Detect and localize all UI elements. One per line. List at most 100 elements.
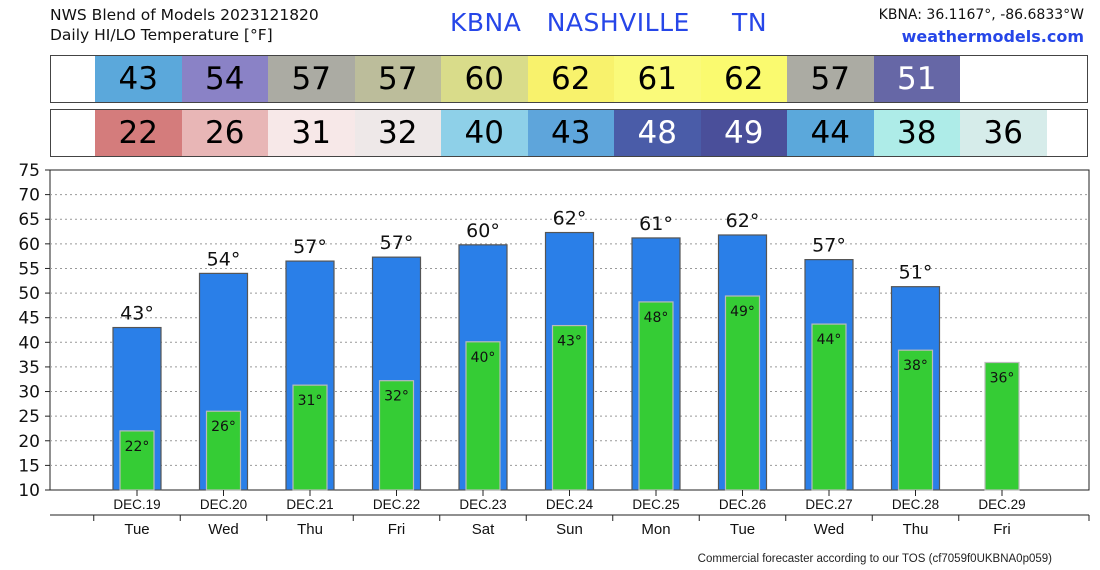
y-tick-label: 20 [18,432,40,452]
low-strip-cell: 36 [960,110,1047,156]
high-strip-cell: 57 [268,56,355,102]
x-date-label: DEC.22 [373,497,420,512]
low-label: 31° [298,393,323,409]
low-label: 38° [903,358,928,374]
y-tick-label: 75 [18,161,40,181]
high-label: 51° [899,262,933,284]
site-link[interactable]: weathermodels.com [901,27,1084,46]
low-bar [551,324,588,491]
x-weekday-label: Mon [641,521,670,538]
x-date-label: DEC.28 [892,497,939,512]
high-label: 54° [207,248,241,270]
station-coords: KBNA: 36.1167°, -86.6833°W [878,7,1084,23]
low-bar [811,323,847,491]
y-tick-label: 35 [18,358,40,378]
high-strip-cell: 62 [527,56,614,102]
low-strip-cell: 26 [181,110,268,156]
y-tick-label: 10 [18,481,40,501]
low-bar [292,384,328,491]
product-title: NWS Blend of Models 2023121820 [50,6,319,24]
low-label: 43° [557,334,582,350]
low-strip-cell: 49 [700,110,787,156]
low-label: 44° [817,332,842,348]
high-label: 57° [380,232,414,254]
x-date-label: DEC.29 [978,497,1025,512]
x-weekday-label: Fri [388,521,406,538]
low-temp-strip: 22 26 31 32 40 43 48 49 44 38 36 [50,109,1088,157]
high-label: 62° [553,208,587,230]
y-tick-label: 60 [18,235,40,255]
x-weekday-label: Tue [730,521,755,538]
x-date-label: DEC.20 [200,497,247,512]
x-date-label: DEC.19 [113,497,160,512]
x-date-label: DEC.21 [286,497,333,512]
high-temp-strip: 43 54 57 57 60 62 61 62 57 51 [50,55,1088,103]
y-tick-label: 55 [18,259,40,279]
y-tick-label: 25 [18,407,40,427]
x-weekday-label: Thu [297,521,323,538]
low-strip-cell: 38 [873,110,960,156]
station-code: KBNA [450,8,522,37]
x-weekday-label: Thu [903,521,929,538]
station-heading: KBNA NASHVILLE TN [450,8,767,37]
high-label: 61° [639,213,673,235]
station-state: TN [732,8,768,37]
y-tick-label: 50 [18,284,40,304]
low-strip-cell: 44 [787,110,874,156]
x-weekday-label: Sun [556,521,583,538]
x-weekday-label: Wed [814,521,845,538]
low-bar [378,380,415,491]
x-weekday-label: Sat [472,521,495,538]
low-bar [984,361,1020,491]
x-date-label: DEC.27 [805,497,852,512]
high-strip-cell: 61 [614,56,701,102]
high-strip-cell: 43 [95,56,182,102]
low-strip-cell: 40 [441,110,528,156]
low-label: 22° [125,439,150,455]
x-date-label: DEC.24 [546,497,594,512]
high-label: 57° [293,236,327,258]
footer-note: Commercial forecaster according to our T… [697,553,1052,565]
x-weekday-label: Wed [208,521,239,538]
low-strip-cell: 32 [354,110,441,156]
low-bar [119,430,155,491]
high-label: 57° [812,235,846,257]
x-date-label: DEC.23 [459,497,506,512]
high-label: 60° [466,220,500,242]
low-label: 40° [471,350,496,366]
x-weekday-label: Tue [124,521,149,538]
high-strip-cell: 57 [354,56,441,102]
low-bar [724,295,761,491]
y-tick-label: 30 [18,383,40,403]
y-tick-label: 15 [18,456,40,476]
low-label: 49° [730,304,755,320]
low-label: 26° [211,419,236,435]
high-label: 62° [726,210,760,232]
high-strip-cell: 54 [181,56,268,102]
low-strip-cell: 22 [95,110,182,156]
x-date-label: DEC.25 [632,497,679,512]
y-tick-label: 65 [18,210,40,230]
high-strip-cell: 57 [787,56,874,102]
y-tick-label: 45 [18,309,40,329]
low-label: 48° [644,310,669,326]
x-date-label: DEC.26 [719,497,766,512]
high-strip-cell: 51 [873,56,960,102]
low-label: 32° [384,389,409,405]
low-label: 36° [990,370,1015,386]
header-titles: NWS Blend of Models 2023121820 Daily HI/… [50,5,319,45]
low-strip-cell: 48 [614,110,701,156]
product-subtitle: Daily HI/LO Temperature [°F] [50,26,273,44]
low-strip-cell: 43 [527,110,614,156]
low-bar [465,341,501,491]
y-tick-label: 40 [18,333,40,353]
station-name: NASHVILLE [546,8,690,37]
low-strip-cell: 31 [268,110,355,156]
low-bar [638,301,674,491]
high-strip-cell: 60 [441,56,528,102]
y-tick-label: 70 [18,186,40,206]
header-right: KBNA: 36.1167°, -86.6833°W weathermodels… [879,5,1084,47]
high-label: 43° [120,303,154,325]
x-weekday-label: Fri [993,521,1011,538]
